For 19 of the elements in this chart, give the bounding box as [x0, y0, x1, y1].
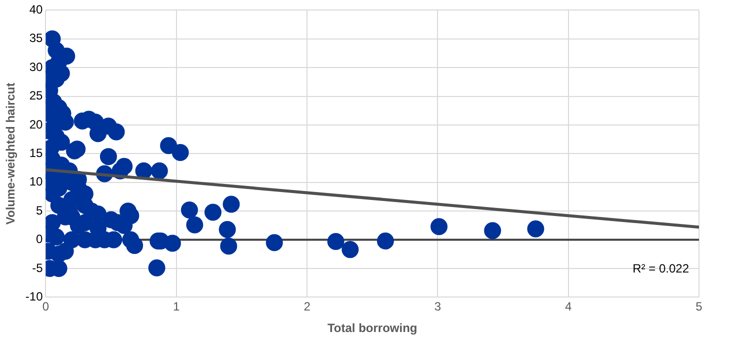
y-tick-label: 10 [29, 174, 44, 189]
y-tick-label: 15 [29, 146, 44, 160]
y-tick-label: 20 [29, 117, 44, 132]
x-tick-label: 5 [696, 300, 703, 314]
y-tick-label: -5 [32, 260, 44, 275]
y-tick-label: 25 [29, 88, 44, 103]
x-tick-label: 2 [304, 300, 311, 314]
y-axis-title: Volume-weighted haircut [4, 82, 18, 225]
annotation: R² = 0.022 [632, 262, 690, 276]
y-tick-label: 0 [36, 232, 44, 246]
y-tick-label: 40 [29, 2, 44, 17]
y-tick-label: 30 [29, 60, 44, 74]
x-tick-label: 3 [434, 300, 442, 314]
y-tick-label: 5 [36, 203, 44, 218]
x-tick-label: 4 [565, 300, 572, 314]
y-tick-label: 35 [29, 31, 44, 46]
x-tick-label: 1 [173, 300, 180, 314]
y-tick-label: -10 [25, 290, 44, 304]
x-axis-title: Total borrowing [327, 321, 418, 336]
